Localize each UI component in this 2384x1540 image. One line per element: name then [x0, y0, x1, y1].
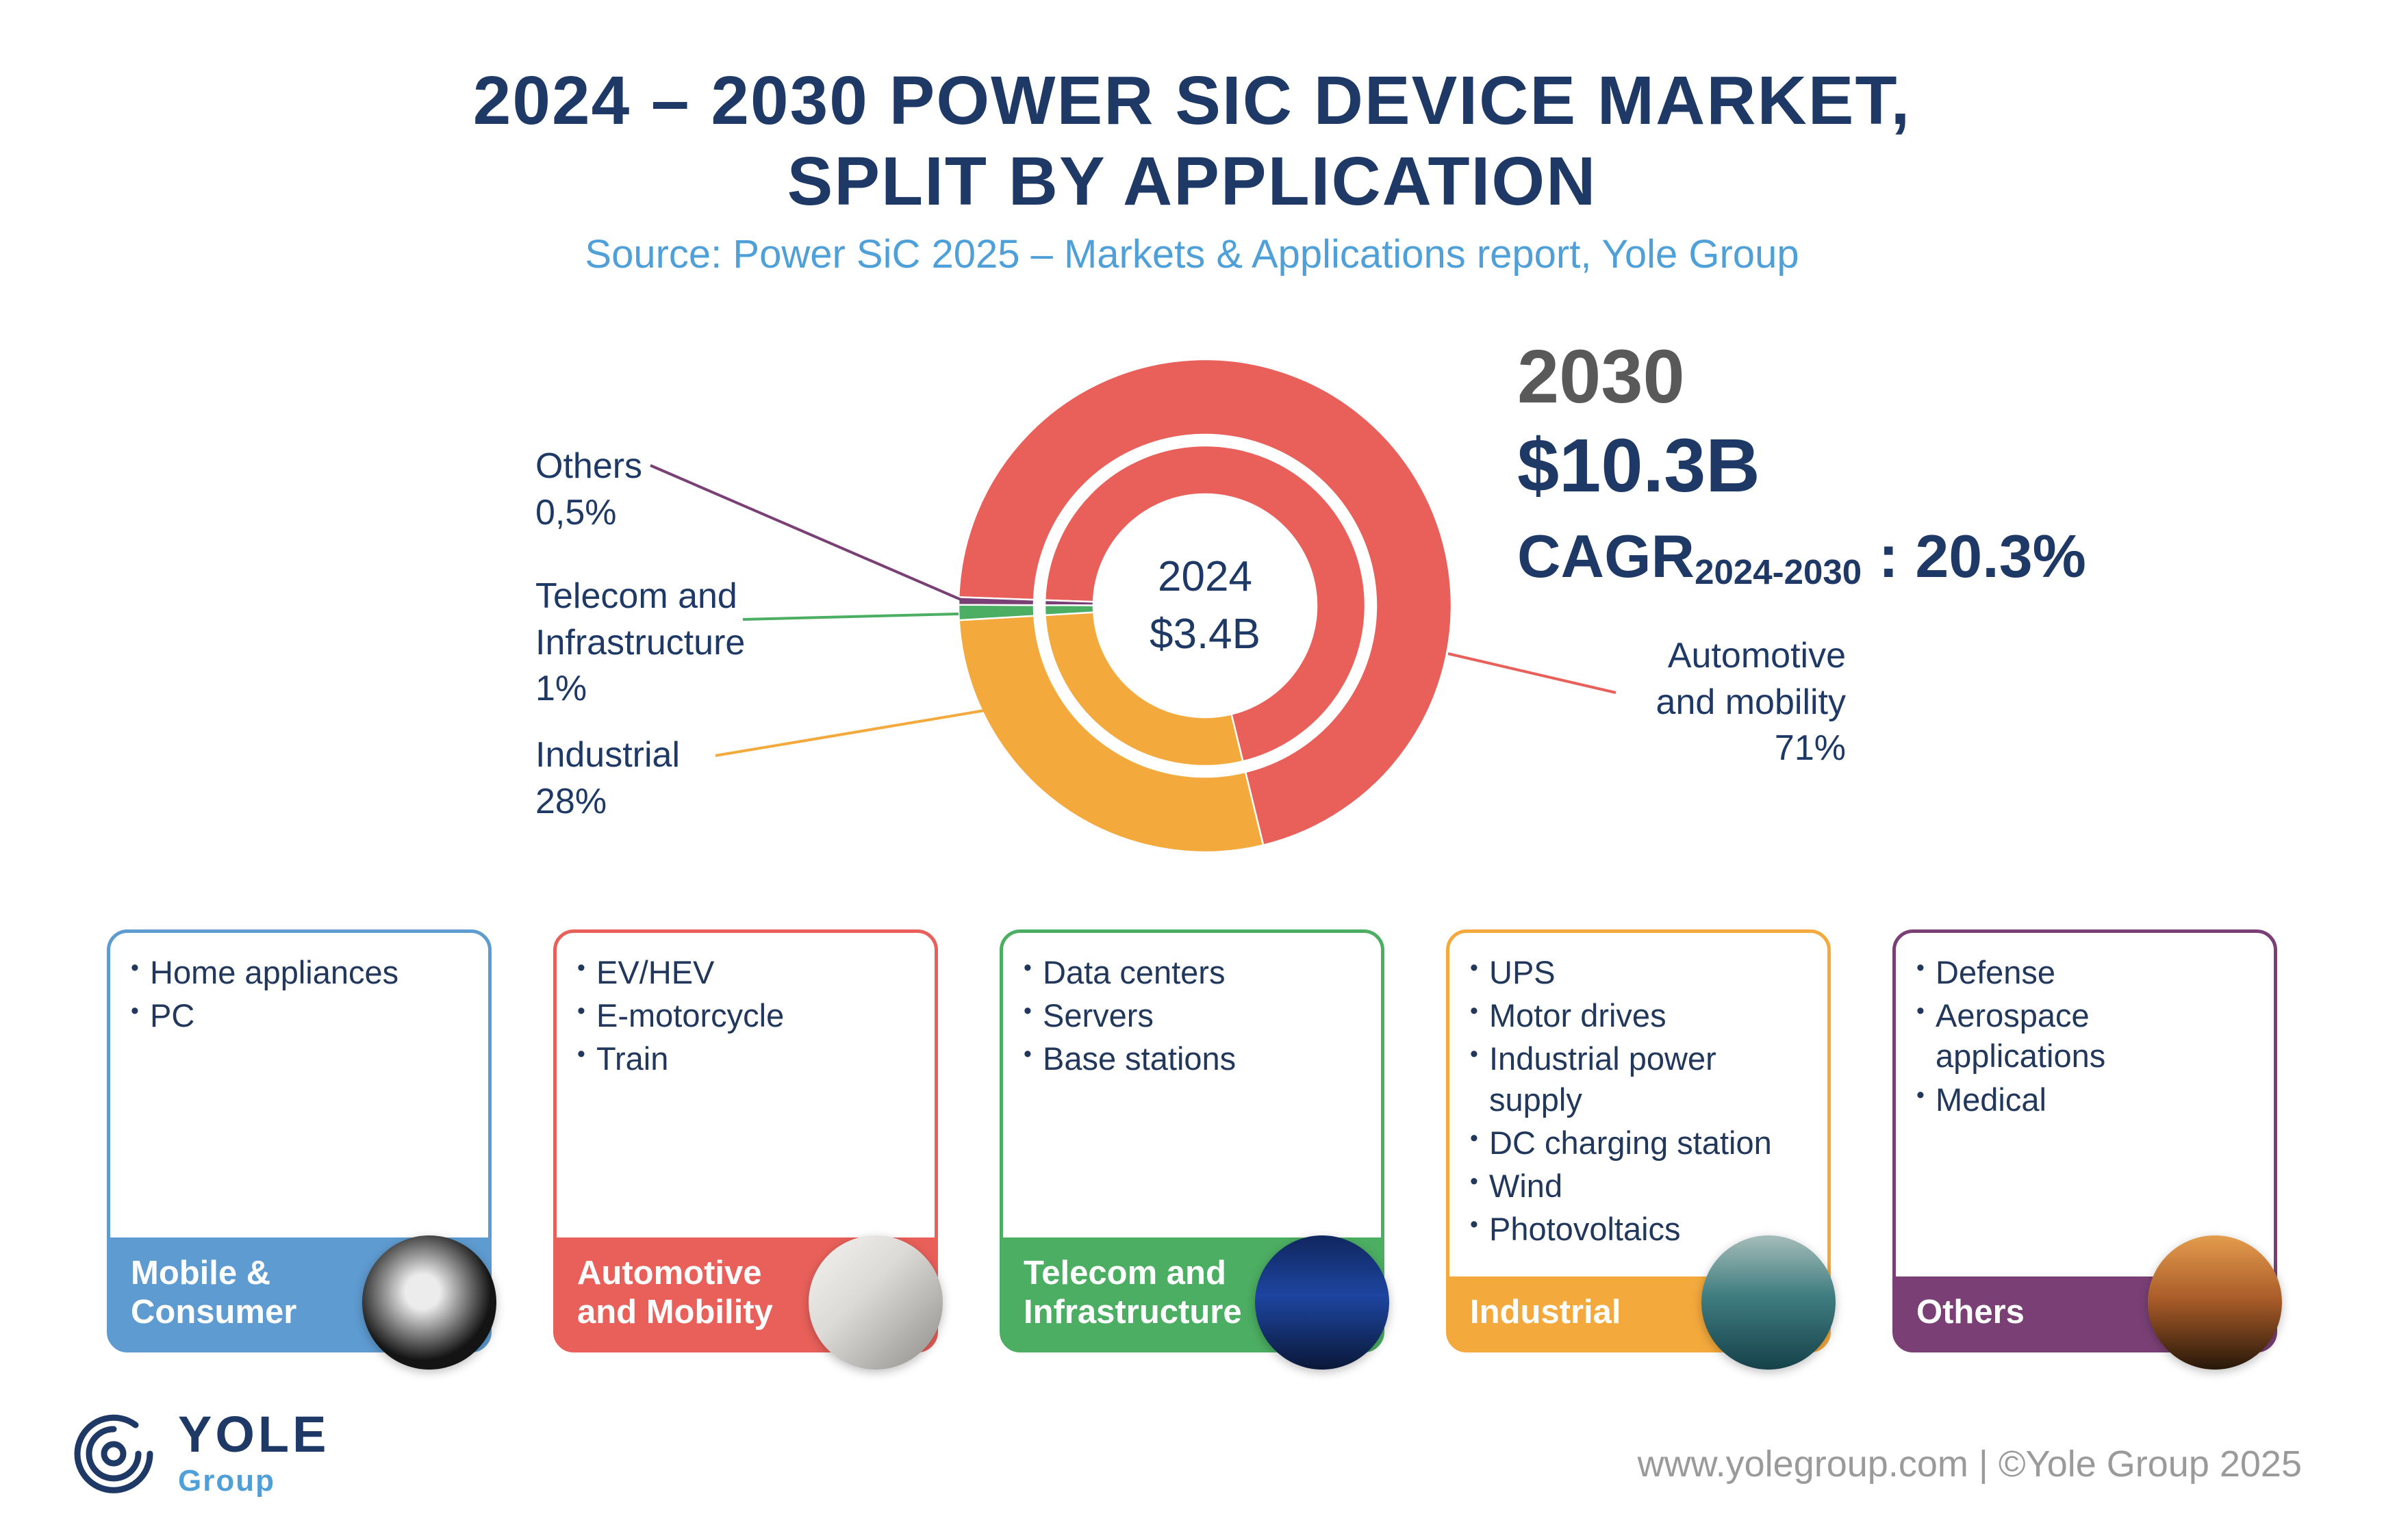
category-card-telecom-and-infrastructure: Data centersServersBase stationsTelecom … — [1000, 929, 1389, 1370]
category-item-list: DefenseAerospace applicationsMedical — [1896, 933, 2274, 1276]
electric-car-photo — [809, 1235, 943, 1370]
list-item: PC — [129, 995, 474, 1036]
fighter-jets-photo — [2148, 1235, 2282, 1370]
category-card-mobile-consumer: Home appliancesPCMobile & Consumer — [107, 929, 496, 1370]
list-item: Servers — [1022, 995, 1367, 1036]
page-title: 2024 – 2030 POWER SIC DEVICE MARKET, SPL… — [472, 62, 1912, 220]
center-year: 2024 — [1158, 553, 1252, 601]
category-card-industrial: UPSMotor drivesIndustrial power supplyDC… — [1446, 929, 1836, 1370]
cagr-value: : 20.3% — [1862, 522, 2086, 590]
list-item: Industrial power supply — [1469, 1038, 1814, 1119]
list-item: Home appliances — [129, 952, 474, 992]
callout-others: Others 0,5% — [535, 446, 643, 532]
data-center-photo — [1255, 1235, 1389, 1370]
donut-segment-2024-others — [1043, 599, 1095, 606]
category-cards: Home appliancesPCMobile & ConsumerEV/HEV… — [107, 929, 2282, 1370]
yole-logo-subtitle: Group — [178, 1464, 275, 1498]
category-item-list: Home appliancesPC — [110, 933, 488, 1237]
category-card-others: DefenseAerospace applicationsMedicalOthe… — [1892, 929, 2282, 1370]
source-line: Source: Power SiC 2025 – Markets & Appli… — [585, 232, 1799, 277]
callout-automotive: Automotive and mobility 71% — [1656, 636, 1846, 769]
donut-segment-2030-industrial — [958, 615, 1265, 854]
list-item: Wind — [1469, 1166, 1814, 1206]
category-item-list: UPSMotor drivesIndustrial power supplyDC… — [1449, 933, 1827, 1276]
leader-line-telecom-and-infrastructure — [742, 613, 959, 621]
leader-line-automotive-and-mobility — [1447, 652, 1616, 694]
category-card-automotive-and-mobility: EV/HEVE-motorcycleTrainAutomotive and Mo… — [553, 929, 943, 1370]
category-item-list: Data centersServersBase stations — [1003, 933, 1381, 1237]
list-item: EV/HEV — [576, 952, 921, 992]
cagr-subscript: 2024-2030 — [1695, 552, 1862, 592]
donut-segment-2024-automotive-and-mobility — [1043, 444, 1367, 762]
list-item: Defense — [1915, 952, 2260, 992]
list-item: Base stations — [1022, 1038, 1367, 1079]
category-item-list: EV/HEVE-motorcycleTrain — [557, 933, 935, 1237]
footer-credit: www.yolegroup.com | ©Yole Group 2025 — [1637, 1443, 2302, 1485]
industrial-plant-photo — [1701, 1235, 1836, 1370]
list-item: Photovoltaics — [1469, 1209, 1814, 1249]
donut-segment-2030-automotive-and-mobility — [957, 358, 1453, 847]
charger-plug-photo — [362, 1235, 496, 1370]
cagr-prefix: CAGR — [1517, 522, 1695, 590]
callout-telecom: Telecom and Infrastructure 1% — [535, 576, 746, 709]
list-item: Motor drives — [1469, 995, 1814, 1036]
callout-industrial: Industrial 28% — [535, 735, 680, 821]
list-item: Medical — [1915, 1079, 2260, 1120]
donut-segment-2024-industrial — [1044, 611, 1244, 767]
center-value: $3.4B — [1149, 611, 1261, 658]
donut-rings — [957, 358, 1453, 854]
yole-logo-icon — [74, 1414, 153, 1493]
forecast-year: 2030 — [1517, 335, 1685, 419]
list-item: DC charging station — [1469, 1122, 1814, 1163]
yole-logo-title: YOLE — [178, 1406, 330, 1463]
list-item: E-motorcycle — [576, 995, 921, 1036]
list-item: Aerospace applications — [1915, 995, 2260, 1076]
donut-center-label: 2024 $3.4B — [943, 344, 1467, 867]
forecast-panel: 2030 $10.3B CAGR2024-2030 : 20.3% — [1517, 335, 2086, 592]
list-item: Train — [576, 1038, 921, 1079]
donut-segment-2030-others — [957, 596, 1035, 606]
list-item: UPS — [1469, 952, 1814, 992]
forecast-value: $10.3B — [1517, 424, 1760, 508]
cagr-line: CAGR2024-2030 : 20.3% — [1517, 522, 2086, 591]
yole-logo: YOLE Group — [68, 1409, 329, 1499]
list-item: Data centers — [1022, 952, 1367, 992]
donut-chart: 2024 $3.4B — [943, 344, 1467, 867]
